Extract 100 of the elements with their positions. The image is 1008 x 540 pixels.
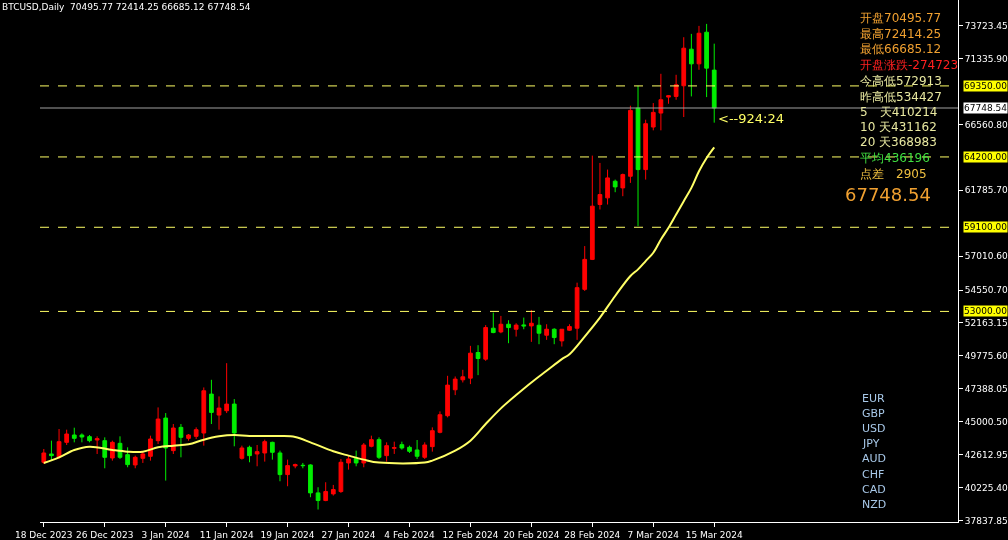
candlestick	[369, 435, 374, 448]
candlestick	[216, 395, 222, 431]
candlestick	[155, 406, 161, 445]
candlestick	[209, 379, 214, 425]
candlestick	[529, 309, 534, 343]
candlestick	[513, 322, 519, 338]
candlestick	[247, 445, 252, 463]
candlestick	[407, 445, 412, 454]
candlestick	[125, 446, 130, 468]
annotation: 平均436196	[860, 151, 930, 165]
candlestick	[186, 433, 191, 442]
annotation: 开盘涨跌-274723	[860, 58, 959, 72]
ref-line-label: 67748.54	[964, 103, 1008, 113]
candlestick	[422, 441, 428, 460]
candlestick	[620, 173, 626, 197]
candlestick	[64, 429, 70, 446]
x-tick-label: 28 Feb 2024	[564, 529, 621, 540]
candlestick	[490, 312, 496, 334]
annotation: 点差 2905	[860, 167, 927, 181]
annotation: GBP	[862, 407, 886, 420]
annotation: 最低66685.12	[860, 42, 942, 56]
candlestick	[56, 428, 62, 460]
candlestick	[323, 481, 329, 502]
y-tick-label: 42612.95	[964, 449, 1008, 460]
candlestick	[163, 412, 169, 482]
ref-line-label: 53000.00	[964, 306, 1008, 316]
y-tick-label: 49775.60	[964, 351, 1008, 362]
x-tick-label: 15 Mar 2024	[685, 529, 744, 540]
annotation: 20 天368983	[860, 135, 937, 149]
candlestick	[277, 450, 283, 482]
candlestick	[71, 427, 77, 443]
candlestick	[391, 441, 397, 455]
annotation: EUR	[862, 392, 885, 405]
candlestick	[696, 25, 702, 71]
candlestick	[452, 375, 458, 396]
y-tick-label: 47388.05	[964, 383, 1008, 394]
candlestick	[269, 441, 275, 461]
candlestick	[178, 423, 184, 458]
x-tick-label: 20 Feb 2024	[503, 529, 560, 540]
x-tick-label: 26 Dec 2023	[76, 529, 134, 540]
candlestick	[666, 94, 671, 105]
annotation: 今高低572913	[860, 74, 942, 88]
annotation: 最高72414.25	[860, 27, 942, 41]
candlestick	[635, 85, 641, 227]
candlestick	[498, 315, 504, 334]
candlestick	[612, 179, 618, 193]
candlestick	[650, 102, 656, 131]
candlestick	[41, 448, 47, 465]
candlestick	[292, 463, 298, 469]
y-tick-label: 73723.45	[964, 20, 1008, 31]
x-tick-label: 11 Jan 2024	[199, 529, 254, 540]
annotation: 10 天431162	[860, 120, 937, 134]
candlestick	[521, 317, 527, 330]
annotation: AUD	[862, 452, 887, 465]
chart-title: BTCUSD,Daily 70495.77 72414.25 66685.12 67748.54	[2, 2, 251, 13]
candlestick	[87, 434, 92, 443]
candlestick	[704, 23, 709, 98]
y-tick-label: 66560.80	[964, 119, 1008, 130]
y-tick-label: 40225.40	[964, 482, 1008, 493]
candlestick	[597, 162, 603, 210]
candlestick	[132, 455, 138, 469]
x-tick-label: 27 Jan 2024	[321, 529, 376, 540]
candlestick	[384, 441, 389, 463]
annotation: 昨高低534427	[860, 90, 942, 104]
candlestick	[338, 458, 344, 494]
candlestick	[681, 36, 687, 118]
candlestick	[559, 328, 565, 348]
candlestick	[353, 450, 359, 467]
candlestick	[300, 462, 306, 469]
candlestick	[688, 33, 694, 97]
candlestick	[201, 386, 207, 447]
y-tick-label: 45000.50	[964, 416, 1008, 427]
candlestick	[506, 319, 511, 344]
annotation: CAD	[862, 483, 886, 496]
y-tick-label: 71335.90	[964, 53, 1008, 64]
annotation: JPY	[862, 437, 880, 450]
candlestick	[399, 441, 405, 451]
candlestick	[460, 369, 466, 383]
candlestick	[315, 486, 321, 511]
candlestick	[437, 410, 443, 434]
candlestick	[605, 169, 610, 206]
y-tick-label: 57010.60	[964, 251, 1008, 262]
candlestick	[94, 435, 100, 455]
candlestick	[376, 436, 382, 460]
candlestick	[567, 323, 572, 332]
candlestick	[536, 316, 542, 345]
x-tick-label: 3 Jan 2024	[141, 529, 191, 540]
x-tick-label: 19 Jan 2024	[260, 529, 315, 540]
candlestick	[643, 119, 649, 181]
annotation: <--924:24	[718, 111, 785, 126]
candlestick	[49, 440, 54, 462]
annotation: CHF	[862, 468, 885, 481]
candlestick	[582, 245, 588, 292]
candlestick	[262, 439, 268, 463]
x-tick-label: 7 Mar 2024	[627, 529, 680, 540]
ref-line-label: 64200.00	[964, 152, 1008, 162]
candlestick	[589, 155, 595, 261]
candlestick	[711, 43, 717, 124]
candlestick	[170, 423, 176, 455]
candlestick	[346, 455, 351, 471]
